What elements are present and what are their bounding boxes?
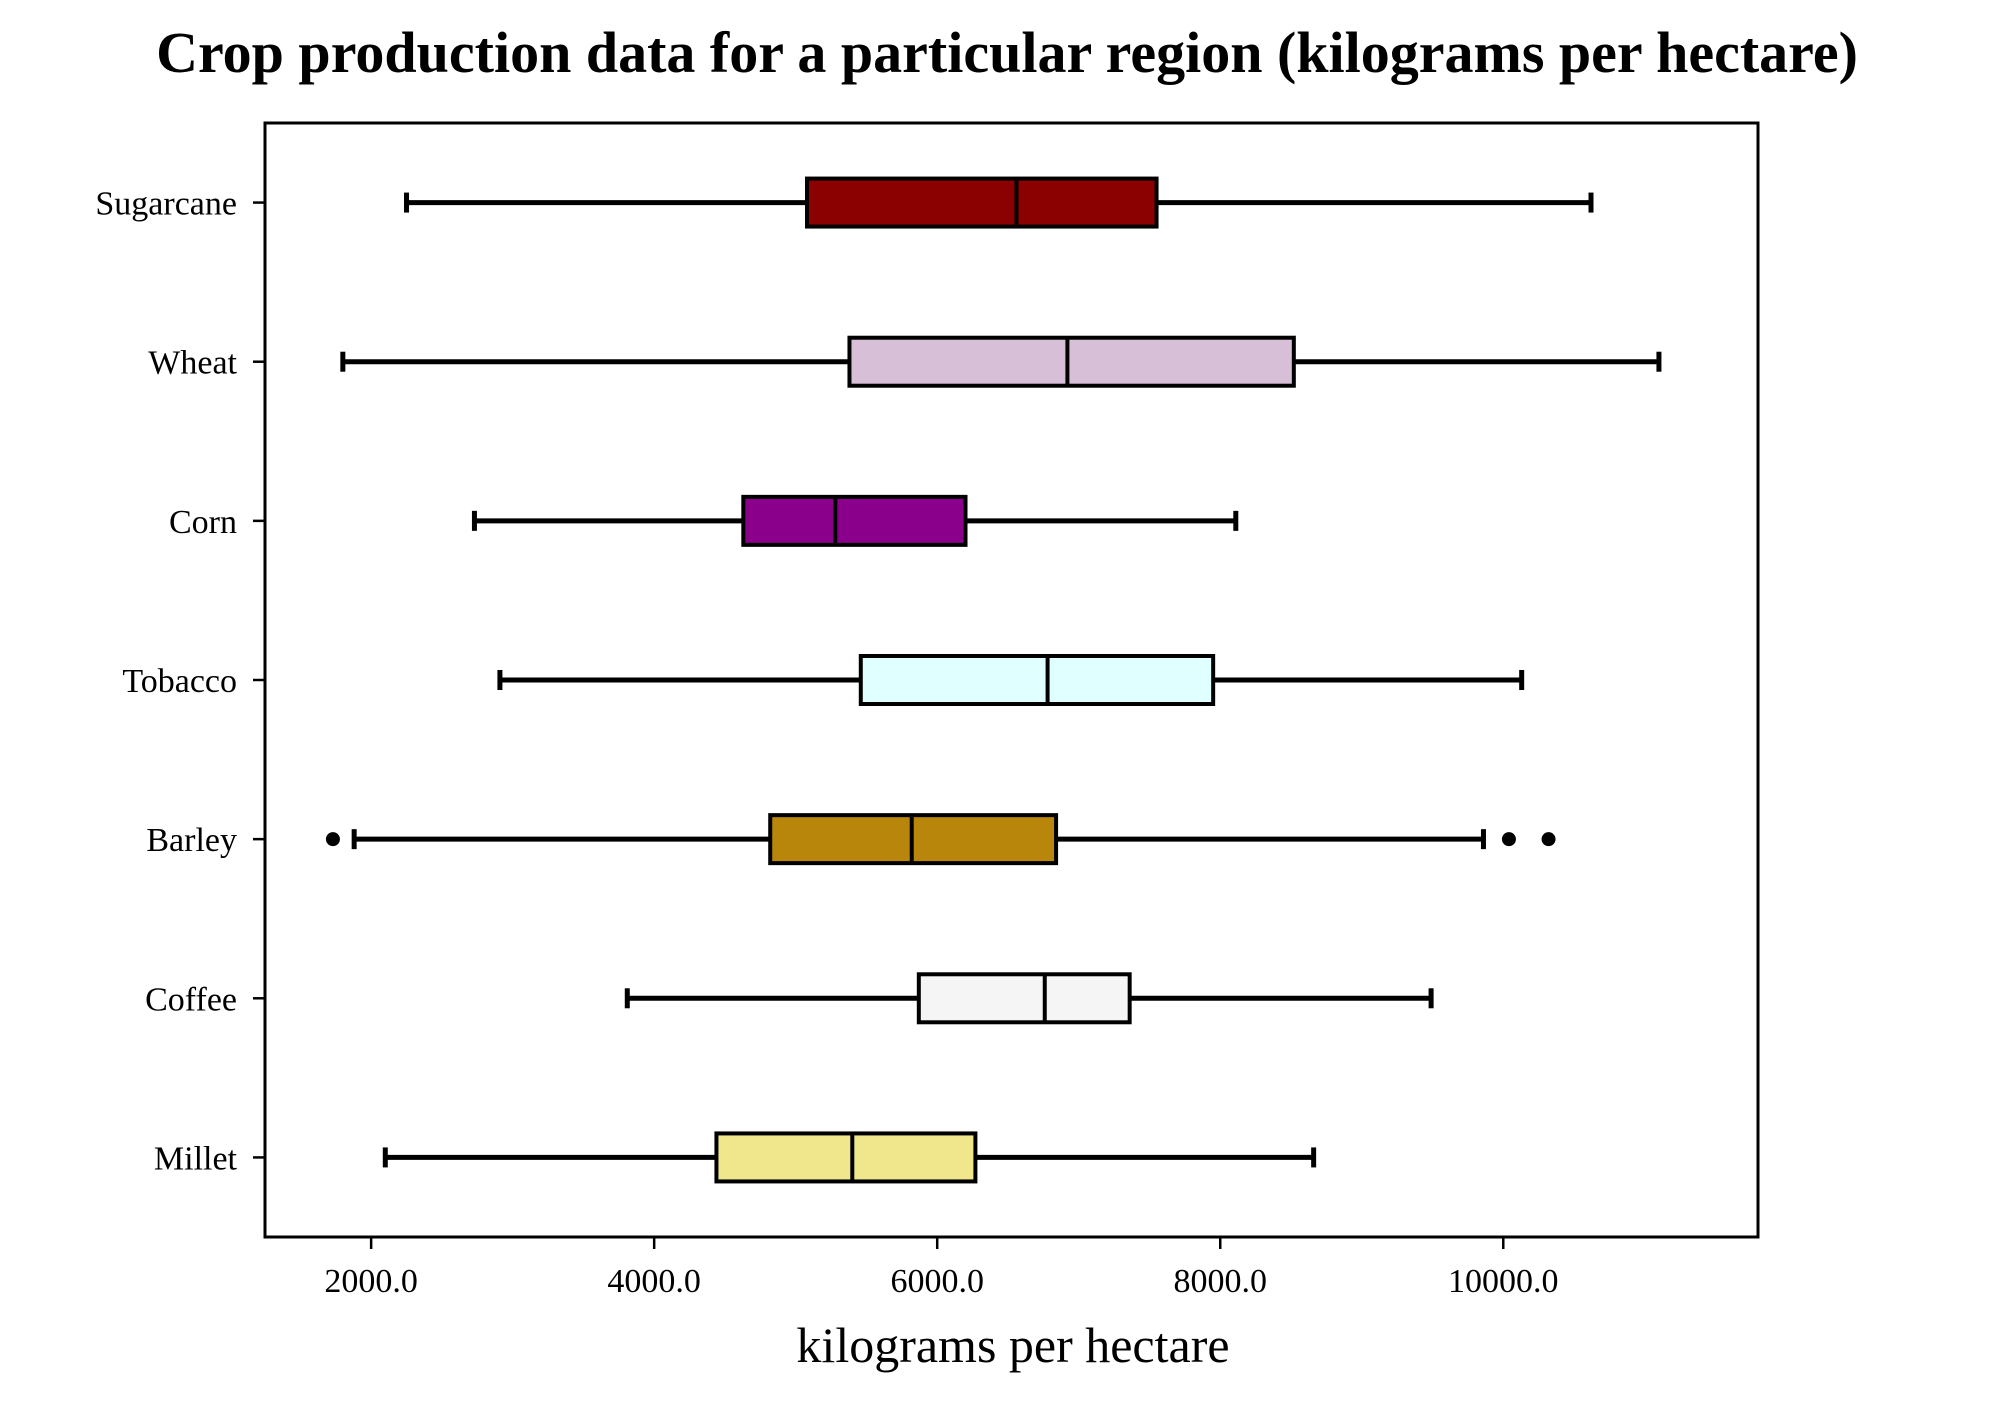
box-iqr (916, 972, 1132, 1025)
y-tick-label: Wheat (148, 345, 237, 382)
x-tick-label: 10000.0 (1448, 1263, 1559, 1300)
y-tick-label: Corn (169, 504, 237, 541)
box-iqr (847, 335, 1296, 388)
box-iqr (858, 654, 1216, 706)
chart-title: Crop production data for a particular re… (156, 20, 1858, 85)
y-tick-label: Tobacco (122, 663, 237, 700)
x-axis-label: kilograms per hectare (796, 1317, 1229, 1373)
outlier-point (1501, 832, 1516, 847)
plot-area: 2000.0 4000.0 6000.0 8000.0 10000.0 Sugarcane… (95, 121, 1760, 1300)
y-tick-label: Coffee (145, 981, 237, 1018)
y-tick-label: Millet (154, 1140, 238, 1177)
y-tick-label: Barley (146, 822, 237, 859)
box-iqr (805, 176, 1159, 229)
x-tick-label: 2000.0 (324, 1263, 418, 1300)
y-tick-label: Sugarcane (95, 186, 237, 223)
x-tick-label: 6000.0 (890, 1263, 984, 1300)
outlier-point (325, 832, 340, 847)
x-tick-label: 4000.0 (607, 1263, 701, 1300)
x-tick-label: 8000.0 (1173, 1263, 1267, 1300)
box-iqr (714, 1131, 978, 1184)
outlier-point (1541, 832, 1556, 847)
box-iqr (741, 494, 968, 547)
